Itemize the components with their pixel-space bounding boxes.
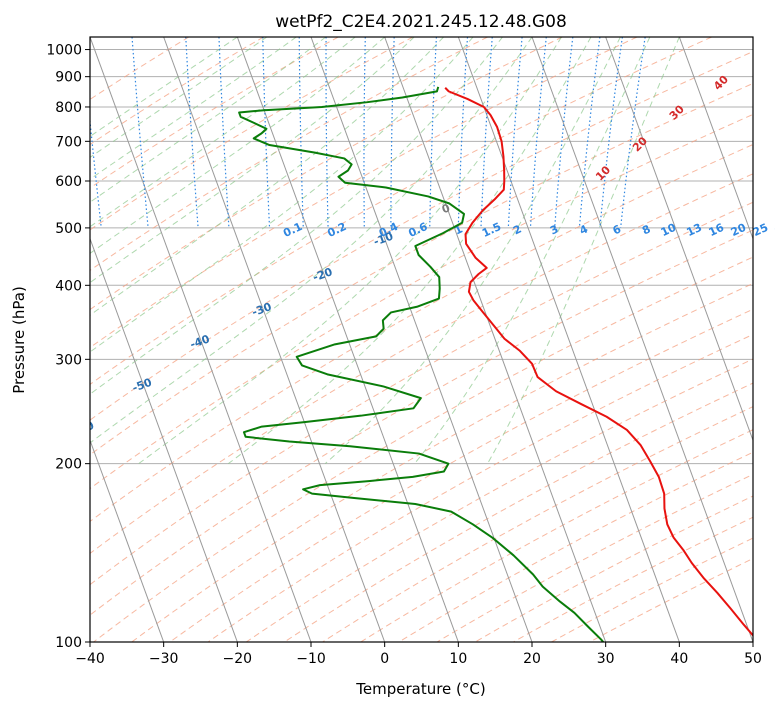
y-axis-label: Pressure (hPa) bbox=[10, 286, 28, 394]
mixing-ratio-line bbox=[599, 37, 623, 228]
y-tick-label: 1000 bbox=[46, 43, 82, 59]
moist-adiabat-line bbox=[90, 37, 444, 316]
y-tick-label: 400 bbox=[55, 278, 82, 294]
chart-title: wetPf2_C2E4.2021.245.12.48.G08 bbox=[275, 12, 567, 32]
dry-adiabat-line bbox=[474, 495, 753, 642]
x-tick-label: −30 bbox=[149, 651, 179, 667]
mixing-ratio-label: 10 bbox=[659, 221, 679, 239]
dry-adiabat-line bbox=[90, 143, 753, 523]
isotherm-line bbox=[457, 37, 680, 642]
isotherm-line bbox=[531, 37, 753, 642]
x-axis-label: Temperature (°C) bbox=[355, 680, 485, 698]
x-tick-label: 10 bbox=[449, 651, 467, 667]
mixing-ratio-line bbox=[578, 37, 601, 228]
moist-adiabat-line bbox=[90, 37, 415, 284]
isotherm-label: 0 bbox=[440, 201, 452, 216]
x-tick-label: 30 bbox=[597, 651, 615, 667]
y-tick-label: 800 bbox=[55, 100, 82, 116]
mixing-ratio-line bbox=[90, 115, 102, 228]
mixing-ratio-label: 20 bbox=[729, 221, 749, 239]
x-tick-label: −40 bbox=[75, 651, 105, 667]
dry-adiabat-line bbox=[90, 37, 264, 146]
dry-adiabat-line bbox=[90, 82, 753, 456]
moist-adiabat-line bbox=[90, 37, 268, 159]
isotherm-line bbox=[163, 37, 386, 642]
mixing-ratio-label: 16 bbox=[707, 221, 727, 239]
moist-adiabat-line bbox=[90, 37, 503, 395]
isotherm-line bbox=[678, 37, 753, 241]
dry-adiabat-line bbox=[90, 37, 638, 349]
dry-adiabat-line bbox=[90, 37, 414, 231]
y-tick-label: 600 bbox=[55, 174, 82, 190]
dry-adiabat-line bbox=[90, 51, 753, 421]
dewpoint-profile-line bbox=[238, 86, 605, 642]
dry-adiabat-line bbox=[90, 173, 753, 555]
dry-adiabat-line bbox=[90, 201, 753, 586]
y-tick-label: 500 bbox=[55, 221, 82, 237]
x-tick-label: 20 bbox=[523, 651, 541, 667]
moist-adiabat-line bbox=[487, 37, 680, 464]
y-tick-label: 700 bbox=[55, 134, 82, 150]
moist-adiabat-line bbox=[324, 37, 621, 465]
plot-frame bbox=[89, 36, 754, 643]
mixing-ratio-line bbox=[131, 37, 149, 228]
dry-adiabat-line bbox=[398, 451, 753, 642]
mixing-ratio-label: 13 bbox=[685, 221, 704, 239]
isotherm-line bbox=[90, 37, 312, 642]
mixing-ratio-line bbox=[507, 37, 523, 228]
x-tick-label: 50 bbox=[744, 651, 762, 667]
moist-adiabat-line bbox=[227, 37, 592, 465]
moist-adiabat-line bbox=[414, 37, 651, 464]
temperature-profile-line bbox=[444, 87, 753, 637]
mixing-ratio-label: 30 bbox=[773, 221, 775, 239]
y-tick-label: 300 bbox=[55, 352, 82, 368]
y-tick-label: 100 bbox=[55, 635, 82, 651]
dry-adiabat-line bbox=[90, 113, 753, 490]
moist-adiabat-line bbox=[90, 37, 533, 444]
x-tick-label: −20 bbox=[223, 651, 253, 667]
moist-adiabat-line bbox=[90, 37, 297, 180]
mixing-ratio-label: 25 bbox=[751, 221, 770, 239]
mixing-ratio-line bbox=[554, 37, 574, 228]
profile-series bbox=[238, 86, 753, 642]
dry-adiabat-line bbox=[436, 473, 753, 642]
mixing-ratio-line bbox=[529, 37, 547, 228]
x-tick-label: 0 bbox=[380, 651, 389, 667]
isotherm-line bbox=[90, 237, 238, 642]
isotherm-line bbox=[605, 37, 753, 442]
moist-adiabat-line bbox=[90, 37, 474, 353]
x-tick-label: 40 bbox=[670, 651, 688, 667]
moist-adiabat-line bbox=[90, 37, 386, 254]
isotherm-label: -20 bbox=[311, 265, 334, 284]
isotherm-line bbox=[236, 37, 459, 642]
moist-adiabat-line bbox=[138, 37, 562, 465]
x-tick-label: −10 bbox=[296, 651, 326, 667]
isotherm-line bbox=[384, 37, 607, 642]
isotherm-line bbox=[90, 438, 165, 642]
moist-adiabat-line bbox=[90, 37, 327, 203]
moist-adiabat-line bbox=[90, 37, 356, 228]
dry-adiabat-line bbox=[90, 229, 753, 616]
y-tick-label: 900 bbox=[55, 70, 82, 86]
mixing-ratio-line bbox=[620, 37, 646, 228]
y-tick-label: 200 bbox=[55, 457, 82, 473]
dry-adiabat-line bbox=[93, 256, 753, 642]
isotherm-label: -60 bbox=[73, 419, 96, 438]
